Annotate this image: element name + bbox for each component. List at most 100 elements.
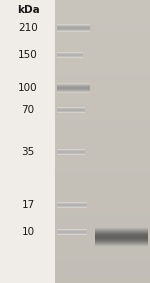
Bar [55,279,150,283]
Bar [95,238,148,239]
Bar [55,251,150,256]
Bar [55,14,150,19]
Bar [55,60,150,65]
Bar [55,134,150,139]
Bar [55,209,150,213]
Bar [55,244,150,249]
Bar [55,258,150,263]
Text: 70: 70 [21,105,34,115]
Bar [95,243,148,244]
Bar [55,149,150,153]
Bar [55,64,150,68]
Bar [95,240,148,241]
Bar [55,53,150,58]
Text: 17: 17 [21,200,35,210]
Bar [55,237,150,242]
Bar [55,142,150,146]
Bar [55,88,150,93]
Bar [55,78,150,82]
Bar [55,241,150,245]
Text: 100: 100 [18,83,38,93]
Text: 35: 35 [21,147,35,157]
Bar [55,255,150,259]
Text: 210: 210 [18,23,38,33]
Bar [55,230,150,235]
Bar [55,195,150,199]
Bar [55,82,150,86]
Bar [55,124,150,128]
Bar [95,231,148,232]
Bar [55,99,150,104]
Bar [55,223,150,228]
Bar [55,181,150,185]
Bar [55,131,150,136]
Bar [55,113,150,118]
Bar [95,236,148,237]
Bar [55,32,150,37]
Bar [55,272,150,277]
Bar [55,71,150,75]
Bar [55,7,150,12]
Bar [55,18,150,22]
Bar [55,106,150,111]
Bar [55,166,150,171]
Bar [55,265,150,270]
Bar [55,96,150,100]
Bar [55,50,150,54]
Bar [95,242,148,243]
Bar [55,269,150,273]
Bar [55,188,150,192]
Bar [95,245,148,246]
Bar [55,4,150,8]
Bar [55,138,150,143]
Bar [55,11,150,15]
Bar [95,232,148,233]
Bar [55,152,150,157]
Bar [55,39,150,44]
Bar [95,230,148,231]
Bar [95,244,148,245]
Bar [55,21,150,26]
Bar [55,201,150,206]
Bar [55,25,150,29]
Bar [55,0,150,283]
Bar [55,127,150,132]
Bar [95,235,148,236]
Bar [95,237,148,238]
Bar [0,0,55,283]
Bar [95,229,148,230]
Bar [55,248,150,252]
Bar [55,92,150,97]
Bar [55,110,150,114]
Bar [55,177,150,181]
Bar [95,233,148,234]
Bar [95,241,148,242]
Bar [55,35,150,40]
Bar [95,246,148,247]
Bar [55,173,150,178]
Bar [55,212,150,217]
Bar [55,103,150,107]
Bar [55,85,150,89]
Bar [95,227,148,228]
Bar [55,117,150,121]
Bar [55,276,150,280]
Bar [55,219,150,224]
Bar [55,159,150,164]
Bar [55,216,150,220]
Bar [55,145,150,150]
Bar [55,191,150,196]
Bar [55,120,150,125]
Bar [55,184,150,188]
Bar [55,233,150,238]
Bar [55,74,150,79]
Bar [55,226,150,231]
Text: kDa: kDa [17,5,39,15]
Bar [55,156,150,160]
Bar [95,234,148,235]
Bar [55,0,150,5]
Bar [55,198,150,203]
Bar [55,42,150,47]
Bar [55,28,150,33]
Bar [55,170,150,174]
